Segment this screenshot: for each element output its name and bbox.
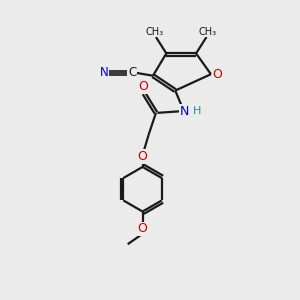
- Text: O: O: [138, 150, 148, 163]
- Text: N: N: [179, 105, 189, 118]
- Text: H: H: [193, 106, 201, 116]
- Text: C: C: [128, 66, 136, 79]
- Text: O: O: [212, 68, 222, 81]
- Text: O: O: [138, 80, 148, 94]
- Text: CH₃: CH₃: [146, 27, 164, 37]
- Text: O: O: [138, 222, 148, 235]
- Text: N: N: [100, 66, 109, 79]
- Text: CH₃: CH₃: [198, 27, 216, 37]
